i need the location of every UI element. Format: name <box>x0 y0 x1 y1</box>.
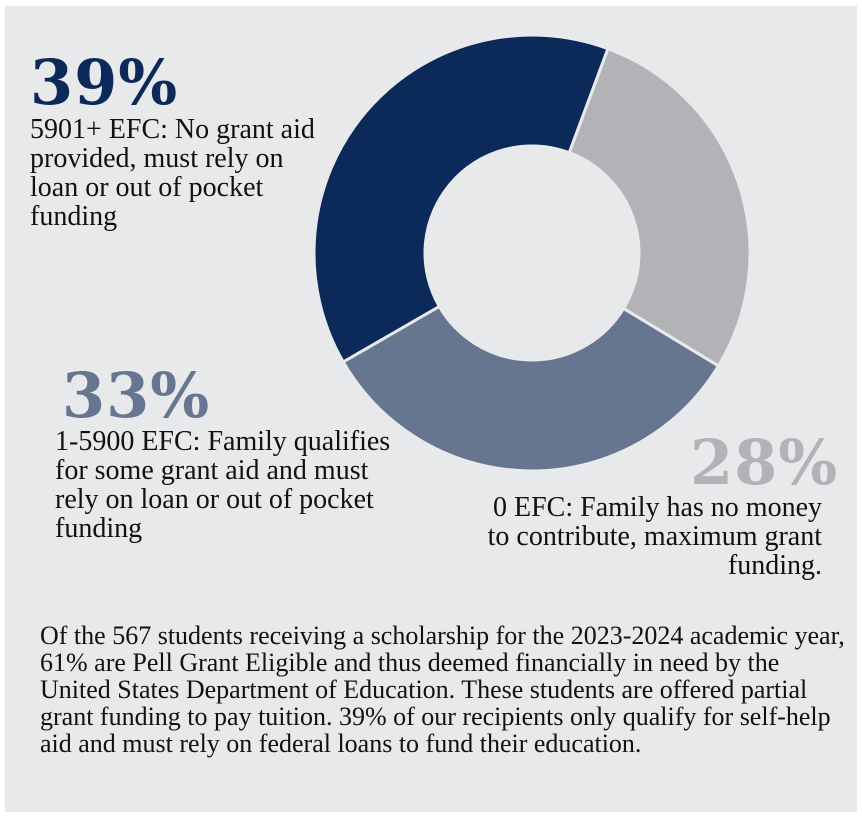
footnote-text: Of the 567 students receiving a scholars… <box>40 622 850 757</box>
data-label-description-1-5900: 1-5900 EFC: Family qualifies for some gr… <box>55 427 415 543</box>
data-label-percent-1-5900: 33% <box>62 365 210 427</box>
data-label-percent-0: 28% <box>690 432 838 494</box>
donut-slice-2 <box>569 49 750 366</box>
data-label-description-5901plus: 5901+ EFC: No grant aid provided, must r… <box>30 115 330 231</box>
data-label-percent-5901plus: 39% <box>30 52 178 114</box>
donut-slice-1 <box>314 35 608 362</box>
data-label-description-0: 0 EFC: Family has no money to contribute… <box>470 493 822 580</box>
